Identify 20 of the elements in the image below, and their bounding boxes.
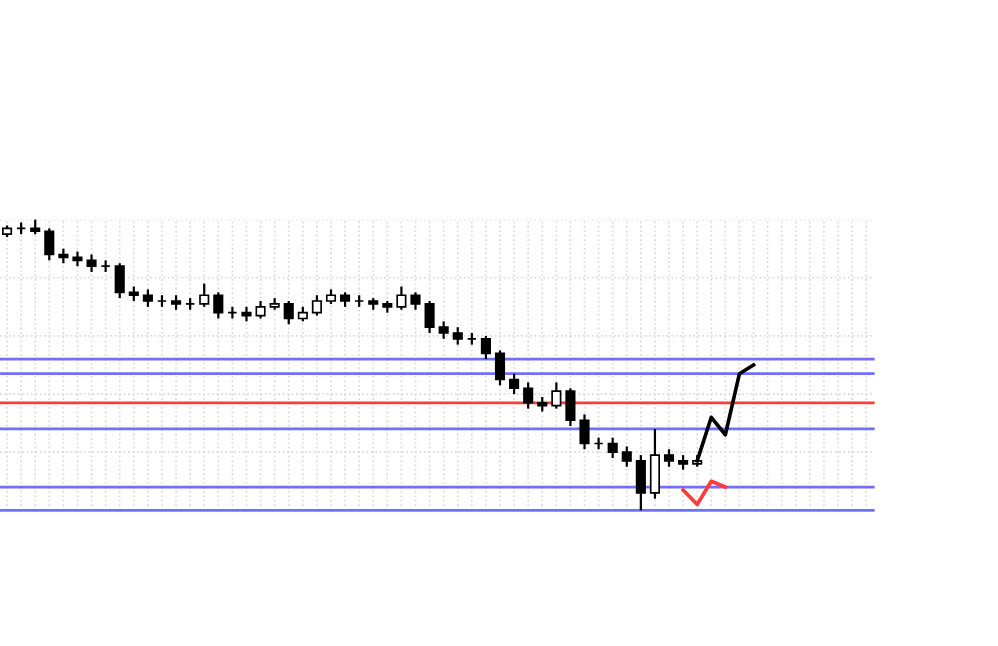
candlestick [551, 381, 562, 410]
candlestick [213, 291, 224, 320]
candlestick [424, 299, 435, 335]
candlestick [494, 349, 506, 387]
candlestick [579, 413, 590, 451]
candlestick [241, 305, 252, 323]
candlestick [283, 299, 294, 326]
candlestick [523, 381, 534, 410]
candlestick [311, 294, 322, 317]
candlestick [607, 436, 618, 460]
candlestick [565, 387, 576, 428]
candlestick [396, 285, 407, 311]
candlestick [509, 372, 520, 396]
candlestick [480, 334, 491, 361]
candlestick [621, 445, 632, 468]
candlestick [635, 454, 646, 512]
candlestick [649, 427, 660, 500]
candlestick [44, 227, 55, 262]
candlestick [199, 282, 210, 308]
candlestick [114, 262, 125, 300]
